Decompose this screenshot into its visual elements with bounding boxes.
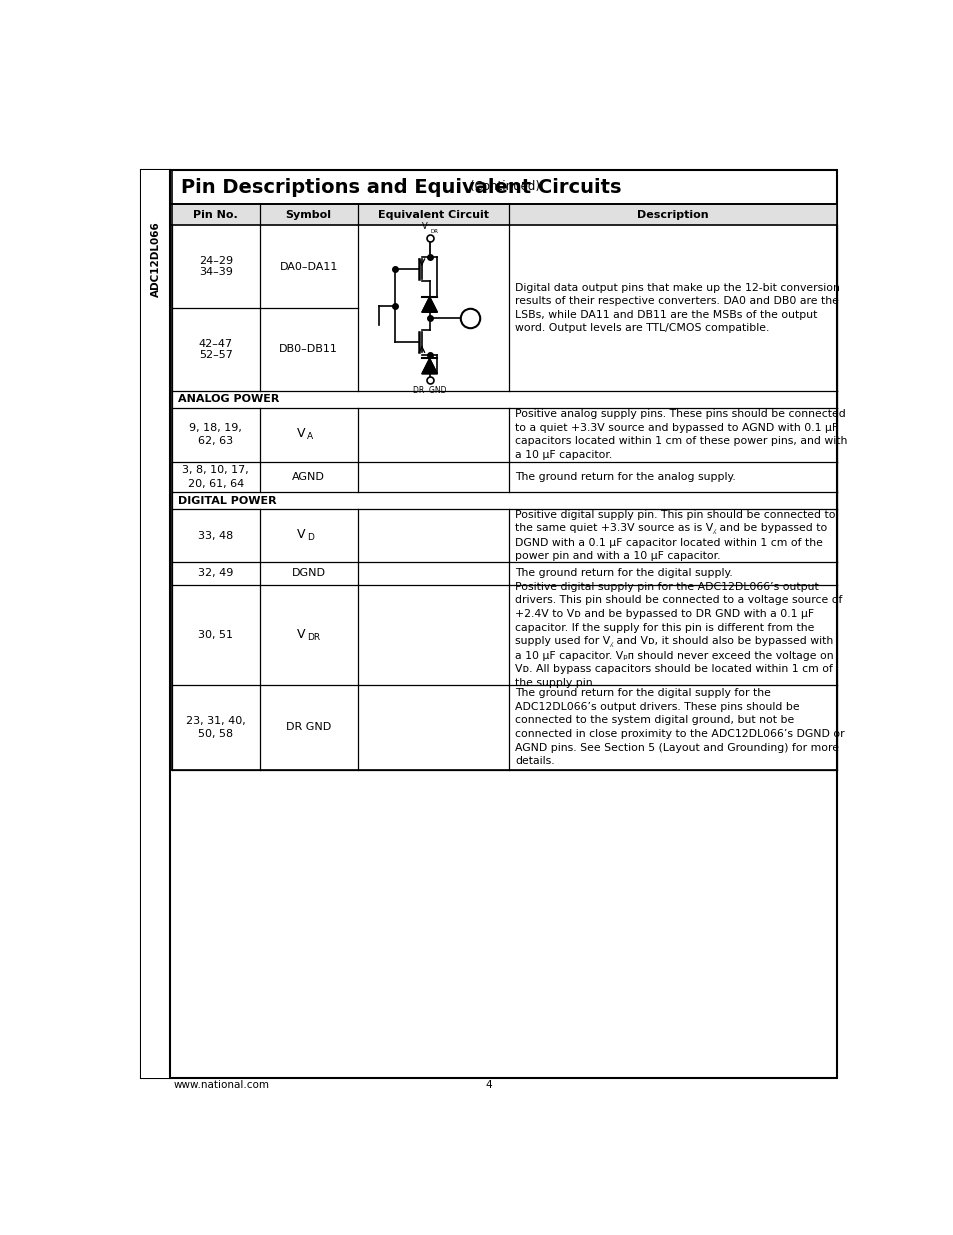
Text: Pin No.: Pin No. <box>193 210 238 220</box>
Text: DB0–DB11: DB0–DB11 <box>279 345 337 354</box>
Polygon shape <box>421 358 436 374</box>
Text: 4: 4 <box>485 1081 492 1091</box>
Text: The ground return for the analog supply.: The ground return for the analog supply. <box>515 472 736 482</box>
Text: Description: Description <box>637 210 708 220</box>
Bar <box>141 169 171 1078</box>
Text: DR: DR <box>307 632 320 642</box>
Text: 24–29
34–39: 24–29 34–39 <box>198 256 233 278</box>
Text: ANALOG POWER: ANALOG POWER <box>178 394 279 404</box>
Text: DR  GND: DR GND <box>413 387 446 395</box>
Text: DR: DR <box>430 228 438 233</box>
Text: Pin Descriptions and Equivalent Circuits: Pin Descriptions and Equivalent Circuits <box>181 178 621 196</box>
Text: DR GND: DR GND <box>286 722 331 732</box>
Text: Positive analog supply pins. These pins should be connected
to a quiet +3.3V sou: Positive analog supply pins. These pins … <box>515 409 847 461</box>
Text: The ground return for the digital supply.: The ground return for the digital supply… <box>515 568 732 578</box>
Text: 33, 48: 33, 48 <box>198 531 233 541</box>
Text: 23, 31, 40,
50, 58: 23, 31, 40, 50, 58 <box>186 715 245 739</box>
Text: V: V <box>296 627 305 641</box>
Text: V: V <box>296 529 305 541</box>
Text: DGND: DGND <box>292 568 325 578</box>
Text: 30, 51: 30, 51 <box>198 630 233 640</box>
Text: 3, 8, 10, 17,
20, 61, 64: 3, 8, 10, 17, 20, 61, 64 <box>182 466 249 489</box>
Text: 42–47
52–57: 42–47 52–57 <box>198 338 233 361</box>
Text: V: V <box>296 427 305 441</box>
Text: The ground return for the digital supply for the
ADC12DL066’s output drivers. Th: The ground return for the digital supply… <box>515 688 844 766</box>
Text: (Continued): (Continued) <box>469 180 539 193</box>
Bar <box>172 205 836 225</box>
Text: Equivalent Circuit: Equivalent Circuit <box>377 210 489 220</box>
Text: D: D <box>307 534 314 542</box>
Text: AGND: AGND <box>292 472 325 482</box>
Polygon shape <box>421 296 436 312</box>
Text: Digital data output pins that make up the 12-bit conversion
results of their res: Digital data output pins that make up th… <box>515 283 840 333</box>
Text: A: A <box>307 432 313 441</box>
Text: DA0–DA11: DA0–DA11 <box>279 262 337 272</box>
Text: DIGITAL POWER: DIGITAL POWER <box>178 496 276 506</box>
Text: ADC12DL066: ADC12DL066 <box>151 221 160 298</box>
Text: 9, 18, 19,
62, 63: 9, 18, 19, 62, 63 <box>189 424 242 446</box>
Text: Positive digital supply pin for the ADC12DL066’s output
drivers. This pin should: Positive digital supply pin for the ADC1… <box>515 582 841 688</box>
Text: 32, 49: 32, 49 <box>198 568 233 578</box>
Text: Positive digital supply pin. This pin should be connected to
the same quiet +3.3: Positive digital supply pin. This pin sh… <box>515 510 835 562</box>
Text: www.national.com: www.national.com <box>173 1081 269 1091</box>
Text: V: V <box>422 222 428 231</box>
Text: Symbol: Symbol <box>286 210 332 220</box>
